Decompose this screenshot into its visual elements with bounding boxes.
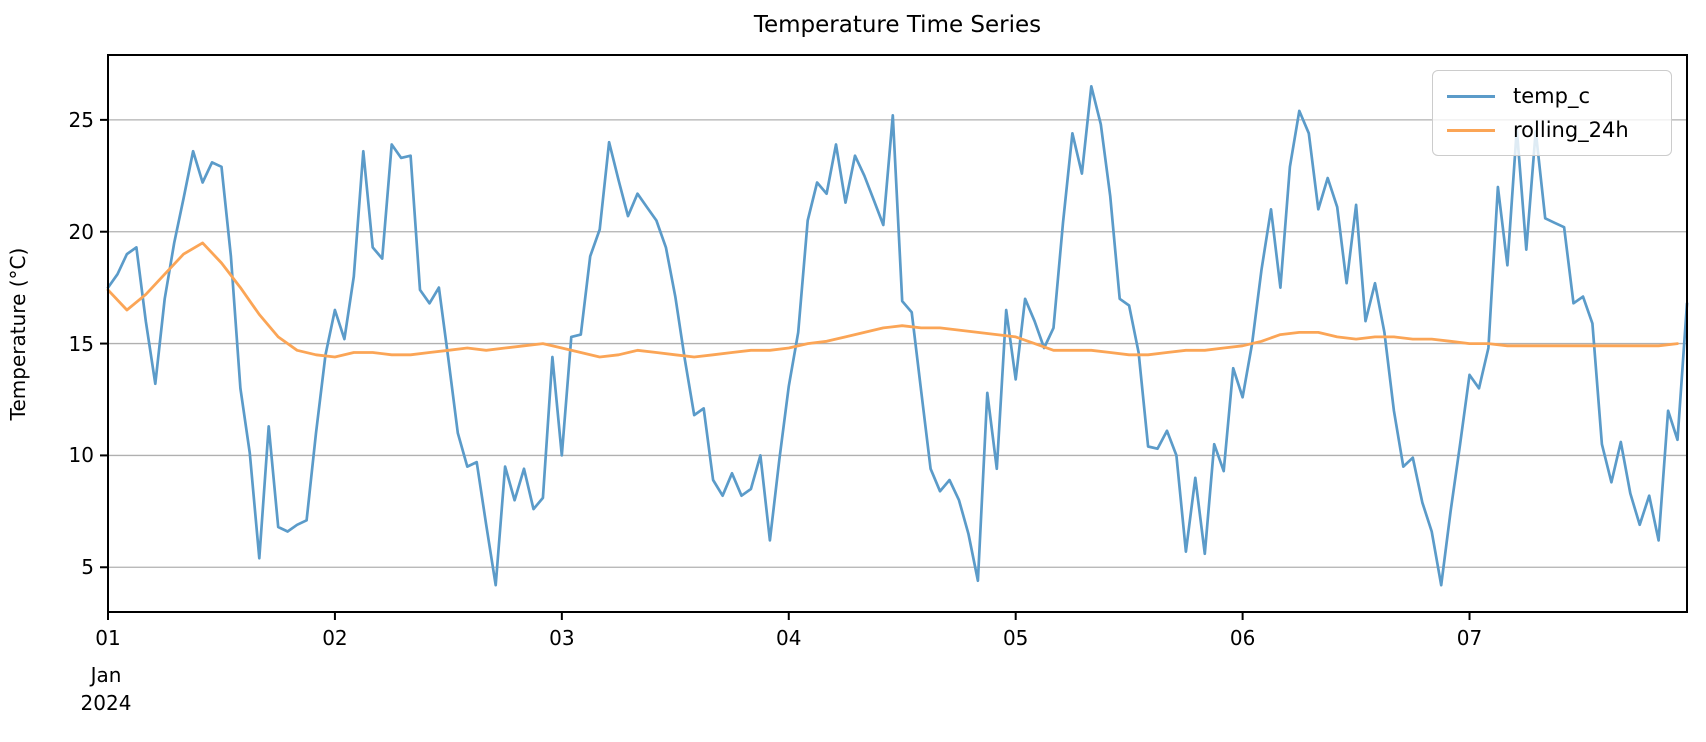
x-tick-label-06: 06 [1229, 626, 1256, 650]
legend-item-rolling-24h: rolling_24h [1433, 113, 1671, 147]
x-tick-label-03: 03 [549, 626, 575, 650]
temp-c-line-swatch [1447, 94, 1495, 98]
x-tick-label-07: 07 [1456, 626, 1483, 650]
x-offset-month: Jan [90, 663, 122, 687]
plot-border [107, 54, 1688, 613]
tick-marks [100, 118, 1471, 620]
y-tick-label-10: 10 [68, 443, 94, 468]
legend-label-temp-c: temp_c [1513, 84, 1590, 108]
rolling_24h-line [106, 241, 1679, 359]
y-tick-label-25: 25 [68, 107, 94, 132]
y-tick-label-20: 20 [68, 219, 94, 244]
x-tick-label-04: 04 [776, 626, 802, 650]
temp_c-line [106, 84, 1689, 587]
x-tick-label-02: 02 [322, 626, 348, 650]
legend-item-temp-c: temp_c [1433, 79, 1671, 113]
series-lines [106, 84, 1689, 587]
x-offset-year: 2024 [80, 691, 132, 715]
y-tick-label-15: 15 [68, 331, 94, 356]
x-tick-label-05: 05 [1002, 626, 1029, 650]
legend: temp_c rolling_24h [1432, 70, 1672, 156]
chart-title: Temperature Time Series [753, 12, 1042, 38]
x-tick-label-01: 01 [95, 626, 121, 650]
x-axis-date-offset-label: Jan 2024 [66, 661, 146, 717]
y-tick-label-5: 5 [81, 555, 94, 580]
legend-label-rolling-24h: rolling_24h [1513, 118, 1629, 142]
rolling-24h-line-swatch [1447, 128, 1495, 132]
